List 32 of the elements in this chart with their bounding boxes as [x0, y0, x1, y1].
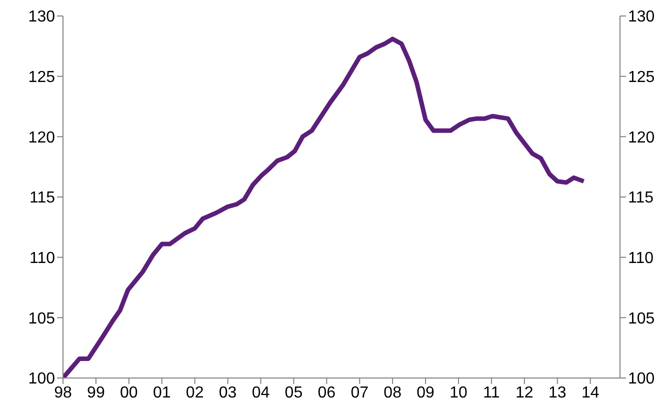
x-tick-label: 01 — [152, 384, 171, 402]
x-tick-label: 10 — [450, 384, 468, 402]
y-tick-label: 130 — [28, 8, 56, 26]
y-tick-label: 100 — [28, 370, 56, 388]
x-tick-label: 06 — [318, 384, 336, 402]
line-series — [63, 36, 586, 378]
x-tick-label: 11 — [483, 384, 500, 402]
x-tick-label: 13 — [548, 384, 566, 402]
y2-tick-label: 120 — [628, 129, 655, 146]
x-tick-label: 04 — [252, 384, 270, 402]
y2-tick-label: 105 — [628, 310, 655, 328]
x-tick-label: 07 — [350, 384, 369, 402]
y2-tick-label: 110 — [628, 250, 654, 268]
y-tick-label: 105 — [28, 310, 56, 328]
x-tick-label: 02 — [186, 384, 204, 402]
x-tick-label: 03 — [218, 384, 237, 402]
y-tick-label: 110 — [29, 250, 56, 268]
x-tick-label: 12 — [516, 384, 534, 402]
y-tick-label: 120 — [28, 129, 56, 146]
x-tick-label: 09 — [416, 384, 435, 402]
x-tick-label: 05 — [284, 384, 303, 402]
y2-tick-label: 130 — [628, 8, 655, 26]
x-tick-label: 08 — [384, 384, 402, 402]
y-tick-label: 125 — [28, 69, 56, 86]
y2-tick-label: 115 — [628, 190, 654, 207]
x-tick-label: 14 — [581, 384, 600, 402]
x-tick-label: 00 — [120, 384, 138, 402]
y2-tick-label: 125 — [628, 69, 655, 86]
y-tick-label: 115 — [29, 190, 56, 207]
y2-tick-label: 100 — [628, 370, 655, 388]
x-tick-label: 99 — [87, 384, 105, 402]
x-tick-label: 98 — [54, 384, 72, 402]
